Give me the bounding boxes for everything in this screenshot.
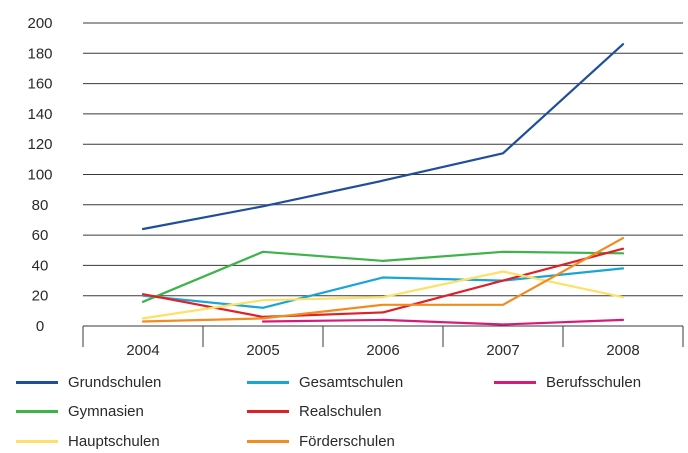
x-tick-label: 2007 <box>486 342 519 359</box>
x-tick-label: 2005 <box>246 342 279 359</box>
x-tick-label: 2004 <box>126 342 159 359</box>
y-tick-label: 140 <box>27 106 52 123</box>
y-tick-label: 20 <box>32 288 49 305</box>
series-line-gesamtschulen <box>141 267 625 309</box>
y-tick-label: 200 <box>27 15 52 32</box>
series-line-realschulen <box>141 247 625 318</box>
series-line-förderschulen <box>141 237 625 323</box>
series-line-gymnasien <box>141 250 625 303</box>
y-tick-label: 80 <box>32 197 49 214</box>
y-tick-label: 40 <box>32 257 49 274</box>
y-tick-label: 120 <box>27 136 52 153</box>
series-lines <box>141 43 625 326</box>
x-tick-label: 2006 <box>366 342 399 359</box>
y-tick-label: 100 <box>27 167 52 184</box>
x-tick-label: 2008 <box>606 342 639 359</box>
y-axis-tick-labels: 0 20 40 60 80 100 120 140 160 180 200 <box>27 15 52 335</box>
gridlines <box>83 22 683 327</box>
y-tick-label: 0 <box>36 318 44 335</box>
y-tick-label: 180 <box>27 45 52 62</box>
series-line-berufsschulen <box>261 318 625 326</box>
x-axis: 2004 2005 2006 2007 2008 <box>82 326 684 359</box>
y-tick-label: 160 <box>27 76 52 93</box>
series-line-hauptschulen <box>141 270 625 320</box>
y-tick-label: 60 <box>32 227 49 244</box>
series-line-grundschulen <box>141 43 625 231</box>
